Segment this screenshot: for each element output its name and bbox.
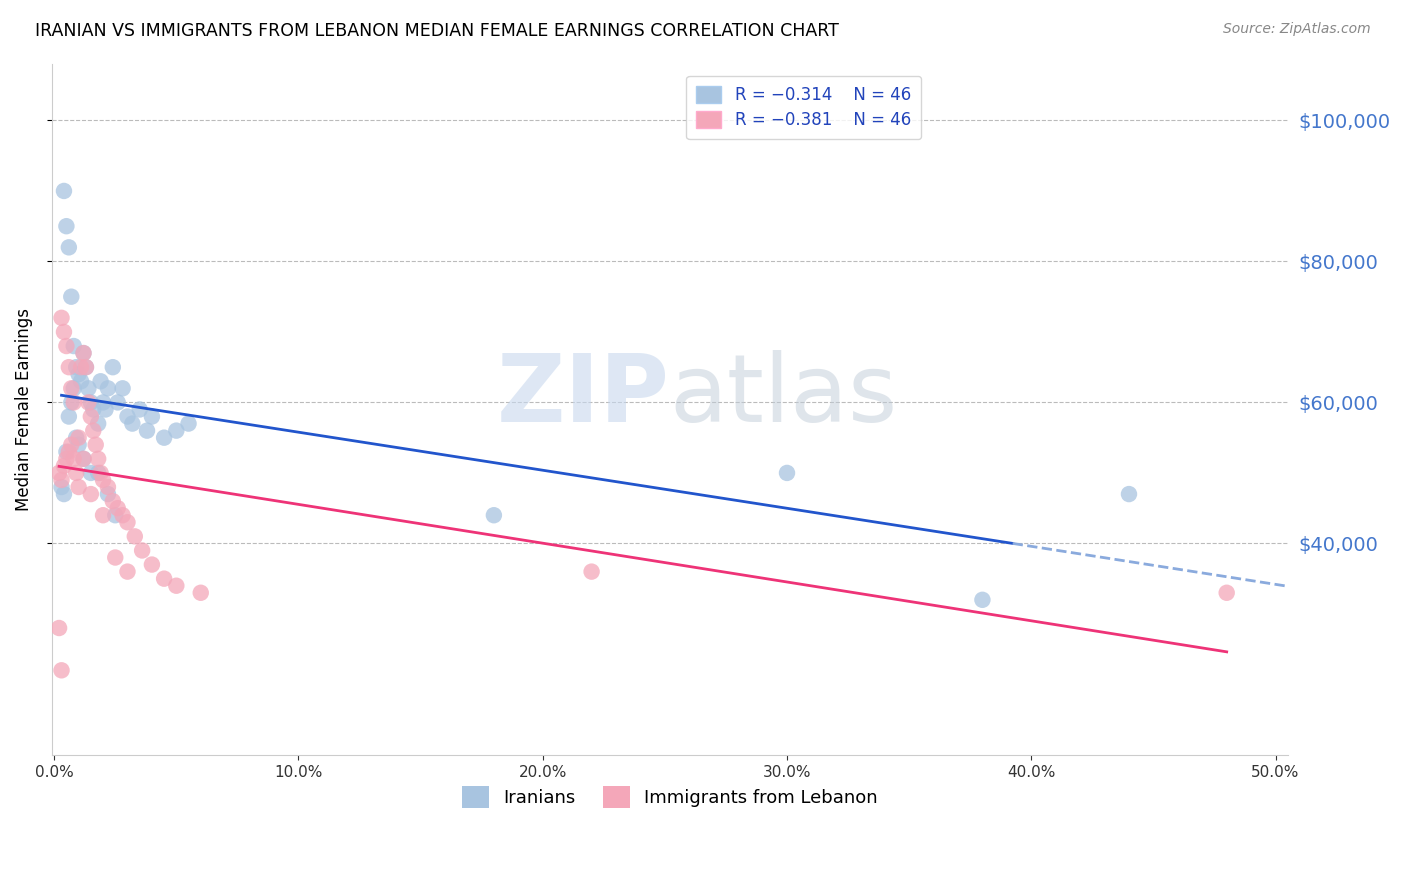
Point [141,558,163,572]
Point [52,325,75,339]
Point [55,451,77,466]
Point [58,409,80,424]
Point [58,240,80,254]
Text: IRANIAN VS IMMIGRANTS FROM LEBANON MEDIAN FEMALE EARNINGS CORRELATION CHART: IRANIAN VS IMMIGRANTS FROM LEBANON MEDIA… [35,22,839,40]
Point [581,565,603,579]
Text: Source: ZipAtlas.com: Source: ZipAtlas.com [1223,22,1371,37]
Point [80,409,103,424]
Point [62,395,84,409]
Point [776,466,799,480]
Point [72,346,94,360]
Point [80,395,103,409]
Point [128,402,150,417]
Point [51,663,73,677]
Point [1118,487,1140,501]
Point [72,451,94,466]
Point [91,508,114,523]
Y-axis label: Median Female Earnings: Median Female Earnings [15,308,32,511]
Point [165,579,187,593]
Point [67,431,90,445]
Legend: Iranians, Immigrants from Lebanon: Iranians, Immigrants from Lebanon [454,779,884,815]
Point [62,451,84,466]
Point [101,360,124,375]
Point [1215,586,1237,600]
Point [67,368,90,382]
Point [51,473,73,487]
Point [52,487,75,501]
Text: atlas: atlas [669,350,898,442]
Point [48,621,70,635]
Point [52,184,75,198]
Point [90,466,112,480]
Point [177,417,200,431]
Point [58,360,80,375]
Point [60,290,83,304]
Point [60,381,83,395]
Point [97,381,120,395]
Point [62,381,84,395]
Point [117,516,139,530]
Point [55,219,77,234]
Point [77,381,100,395]
Point [72,346,94,360]
Point [65,431,87,445]
Point [82,402,104,417]
Point [136,424,159,438]
Point [84,438,107,452]
Point [80,466,103,480]
Point [131,543,153,558]
Point [82,424,104,438]
Point [52,458,75,473]
Point [58,444,80,458]
Point [90,374,112,388]
Point [51,310,73,325]
Point [97,480,120,494]
Point [65,466,87,480]
Point [124,529,146,543]
Point [55,339,77,353]
Point [101,494,124,508]
Point [60,438,83,452]
Point [111,508,134,523]
Point [51,480,73,494]
Point [55,444,77,458]
Point [75,360,97,375]
Point [67,438,90,452]
Point [94,402,117,417]
Point [87,451,110,466]
Point [104,508,127,523]
Point [107,395,129,409]
Point [70,374,93,388]
Point [141,409,163,424]
Point [121,417,143,431]
Point [62,339,84,353]
Point [65,360,87,375]
Point [77,395,100,409]
Point [117,409,139,424]
Point [153,572,176,586]
Point [190,586,212,600]
Point [117,565,139,579]
Point [165,424,187,438]
Text: ZIP: ZIP [496,350,669,442]
Point [972,592,994,607]
Point [67,480,90,494]
Point [48,466,70,480]
Point [107,501,129,516]
Point [80,487,103,501]
Point [91,473,114,487]
Point [60,395,83,409]
Point [111,381,134,395]
Point [91,395,114,409]
Point [87,466,110,480]
Point [70,360,93,375]
Point [153,431,176,445]
Point [72,451,94,466]
Point [482,508,505,523]
Point [104,550,127,565]
Point [87,417,110,431]
Point [97,487,120,501]
Point [75,360,97,375]
